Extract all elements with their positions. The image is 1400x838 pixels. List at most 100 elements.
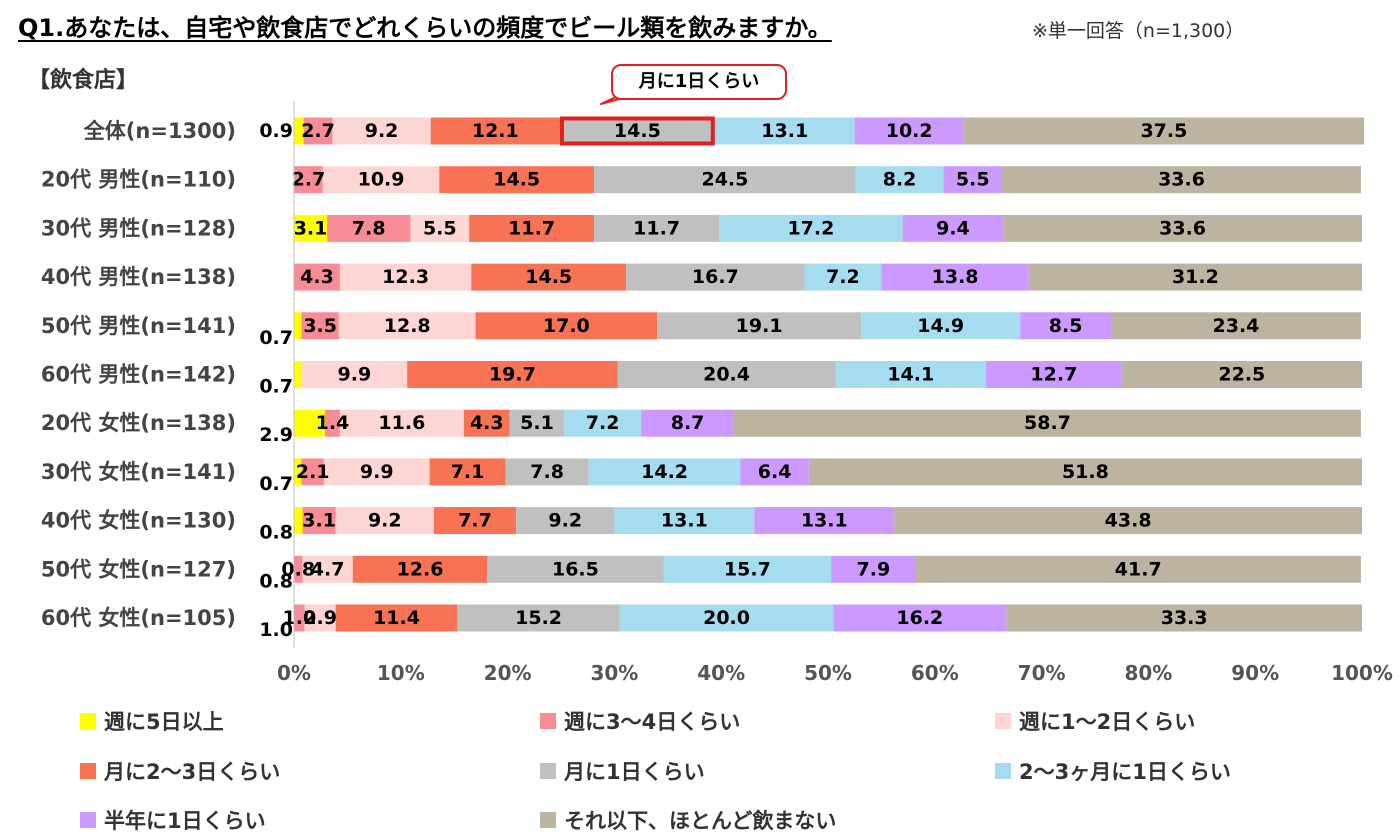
x-tick-label: 50% — [804, 661, 852, 685]
bar-segment — [559, 117, 715, 145]
bar-segment — [740, 458, 809, 486]
outside-data-label: 0.7 — [259, 327, 293, 349]
bar-segment — [808, 458, 1362, 486]
x-tick-label: 90% — [1231, 661, 1279, 685]
x-tick-label: 70% — [1018, 661, 1066, 685]
data-label: 14.5 — [614, 120, 661, 142]
highlight-box — [559, 116, 715, 146]
bar-segment — [304, 604, 336, 632]
bar-segment — [352, 555, 488, 583]
data-label: 58.7 — [1024, 412, 1071, 434]
data-label: 7.7 — [458, 510, 492, 532]
bar-segment — [339, 263, 472, 291]
legend-label: 半年に1日くらい — [104, 809, 266, 833]
callout-label: 月に1日くらい — [611, 64, 787, 100]
bar-segment — [719, 214, 903, 242]
bar-segment — [881, 263, 1029, 291]
legend-swatch — [540, 713, 556, 729]
data-label: 11.4 — [373, 607, 420, 629]
category-label: 50代 男性(n=141) — [41, 314, 236, 338]
bar-segment — [734, 409, 1361, 437]
bar-segment — [294, 117, 304, 145]
data-label: 9.9 — [360, 461, 394, 483]
data-label: 15.7 — [724, 558, 771, 580]
bar-segment — [835, 361, 987, 388]
bar-segment — [1006, 604, 1362, 632]
bar-segment — [335, 604, 458, 632]
x-axis: 0% 10% 20% 30% 40% 50% 60% 70% 80% 90% 100% — [277, 101, 1393, 685]
x-tick-label: 10% — [377, 661, 425, 685]
data-label: 1.0 — [283, 607, 317, 629]
x-tick-label: 60% — [911, 661, 959, 685]
bar-segment — [439, 166, 595, 194]
data-label: 9.4 — [936, 217, 970, 239]
legend-label: 週に3～4日くらい — [564, 710, 741, 734]
data-label: 10.9 — [358, 169, 405, 191]
legend-swatch — [540, 812, 556, 828]
bar-segment — [619, 604, 834, 632]
bar-segment — [588, 458, 741, 486]
bar-segment — [564, 409, 642, 437]
data-label: 2.1 — [296, 461, 330, 483]
data-label: 12.1 — [472, 120, 519, 142]
bar-segment — [1121, 361, 1362, 388]
legend-item: 月に2～3日くらい — [80, 756, 280, 786]
data-label: 7.9 — [857, 558, 891, 580]
data-label: 19.1 — [736, 315, 783, 337]
bar-segment — [626, 263, 805, 291]
bar-segment — [407, 361, 618, 388]
legend-item: 週に1～2日くらい — [995, 706, 1195, 736]
bar-segment — [332, 117, 431, 145]
data-label: 4.3 — [300, 266, 334, 288]
bar-segment — [943, 166, 1003, 194]
data-label: 9.2 — [365, 120, 399, 142]
data-label: 14.9 — [917, 315, 964, 337]
data-label: 12.7 — [1030, 364, 1077, 386]
data-label: 2.7 — [301, 120, 335, 142]
bar-segment — [1111, 312, 1361, 340]
data-label: 17.0 — [543, 315, 590, 337]
data-label: 24.5 — [701, 169, 748, 191]
bar-segment — [614, 507, 755, 535]
data-label: 11.7 — [508, 217, 555, 239]
data-label: 0.8 — [281, 558, 315, 580]
outside-data-label: 0.7 — [259, 376, 293, 398]
bar-segment — [469, 214, 595, 242]
bar-segment — [861, 312, 1021, 340]
bar-segment — [804, 263, 882, 291]
bar-segment — [338, 312, 476, 340]
data-label: 13.1 — [801, 510, 848, 532]
data-label: 5.1 — [520, 412, 554, 434]
chart-title: Q1.あなたは、自宅や飲食店でどれくらいの頻度でビール類を飲みますか。 — [18, 14, 832, 42]
bar-segment — [509, 409, 565, 437]
data-label: 23.4 — [1213, 315, 1260, 337]
bar-segment — [617, 361, 836, 388]
data-label: 7.1 — [451, 461, 485, 483]
legend-label: 月に2～3日くらい — [104, 760, 281, 784]
data-label: 12.3 — [382, 266, 429, 288]
bar-segment — [594, 166, 856, 194]
bar-segment — [1028, 263, 1362, 291]
bar-segment — [430, 117, 560, 145]
legend-label: それ以下、ほとんど飲まない — [564, 809, 837, 833]
x-tick-label: 20% — [484, 661, 532, 685]
legend-swatch — [80, 763, 96, 779]
data-label: 2.9 — [303, 607, 337, 629]
data-label: 41.7 — [1115, 558, 1162, 580]
data-label: 9.2 — [548, 510, 582, 532]
bar-segment — [516, 507, 615, 535]
bar-segment — [294, 555, 303, 583]
category-label: 30代 男性(n=128) — [41, 216, 236, 240]
data-label: 8.5 — [1049, 315, 1083, 337]
legend-label: 週に1～2日くらい — [1019, 710, 1196, 734]
bar-segment — [294, 409, 325, 437]
data-label: 1.4 — [316, 412, 350, 434]
bars-layer — [294, 117, 1365, 632]
data-label: 2.7 — [292, 169, 326, 191]
data-label: 10.2 — [886, 120, 933, 142]
bar-segment — [1003, 214, 1362, 242]
data-label: 3.1 — [302, 510, 336, 532]
data-label: 3.1 — [294, 217, 328, 239]
bar-segment — [641, 409, 735, 437]
